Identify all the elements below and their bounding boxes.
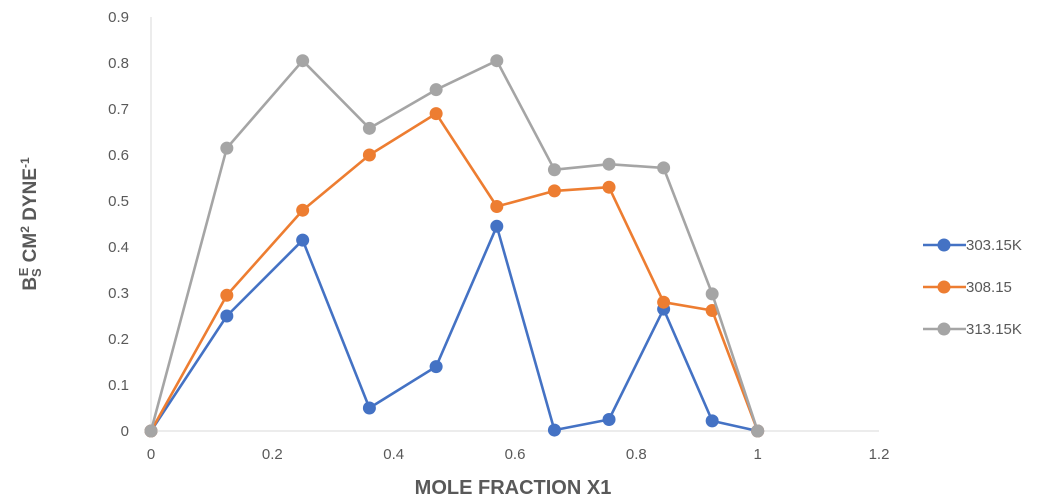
x-tick-label: 0.2 [262,446,283,463]
y-axis-title-cm: CM [20,233,41,268]
data-point [547,184,561,198]
y-tick-label: 0.5 [108,193,129,210]
series-line [149,59,759,432]
legend-swatch-marker [937,238,951,252]
data-point [602,180,616,194]
series-1 [144,219,765,438]
x-tick-label: 1 [753,446,761,463]
legend-label: 303.15K [966,237,1022,254]
y-tick-label: 0.4 [108,239,129,256]
data-point [296,203,310,217]
data-point [220,141,234,155]
legend-swatch-marker [937,280,951,294]
legend-item: 308.15 [923,279,1012,296]
data-point [657,161,671,175]
y-axis-title-subscript: S [29,268,44,277]
data-point [429,360,443,374]
data-point [657,295,671,309]
x-tick-labels: 0 0.2 0.4 0.6 0.8 1 1.2 [147,446,890,463]
data-point [705,287,719,301]
data-point [490,219,504,233]
data-point [429,107,443,121]
y-tick-label: 0.9 [108,9,129,26]
x-tick-label: 0.8 [626,446,647,463]
data-point [296,233,310,247]
legend-swatch-marker [937,322,951,336]
y-tick-label: 0 [121,423,129,440]
y-tick-label: 0.3 [108,285,129,302]
y-axis-title: BSE CM2 DYNE-1 [16,157,44,291]
y-axis-title-superscript: E [16,267,31,276]
x-tick-label: 0.4 [383,446,404,463]
x-tick-label: 0 [147,446,155,463]
data-point [490,200,504,214]
data-point [220,309,234,323]
y-tick-labels: 0 0.1 0.2 0.3 0.4 0.5 0.6 0.7 0.8 0.9 [108,9,129,440]
data-point [751,424,765,438]
series-layer [144,54,765,438]
data-point [296,54,310,68]
legend-item: 303.15K [923,237,1022,254]
x-tick-label: 1.2 [869,446,890,463]
legend-label: 308.15 [966,279,1012,296]
data-point [602,413,616,426]
legend-item: 313.15K [923,321,1022,338]
x-axis-title: MOLE FRACTION X1 [415,477,612,499]
y-tick-label: 0.8 [108,55,129,72]
data-point [547,163,561,177]
y-axis-title-b: B [20,277,41,291]
y-tick-label: 0.2 [108,331,129,348]
y-tick-label: 0.6 [108,147,129,164]
data-point [362,401,376,415]
series-2 [144,107,765,438]
y-axis-title-dyne: DYNE [20,168,41,226]
data-point [362,148,376,162]
y-tick-label: 0.7 [108,101,129,118]
legend: 303.15K 308.15 313.15K [923,237,1022,338]
legend-label: 313.15K [966,321,1022,338]
series-line [149,225,758,433]
data-point [547,423,561,437]
data-point [429,83,443,97]
data-point [602,157,616,171]
data-point [144,424,158,438]
y-tick-label: 0.1 [108,377,129,394]
data-point [362,121,376,135]
series-line [149,112,759,432]
data-point [490,54,504,68]
x-tick-label: 0.6 [505,446,526,463]
series-3 [144,54,765,438]
y-axis-title-exponent: -1 [18,157,32,168]
data-point [220,288,234,302]
axes [150,17,879,432]
data-point [705,414,719,428]
y-axis-title-squared: 2 [18,226,32,233]
